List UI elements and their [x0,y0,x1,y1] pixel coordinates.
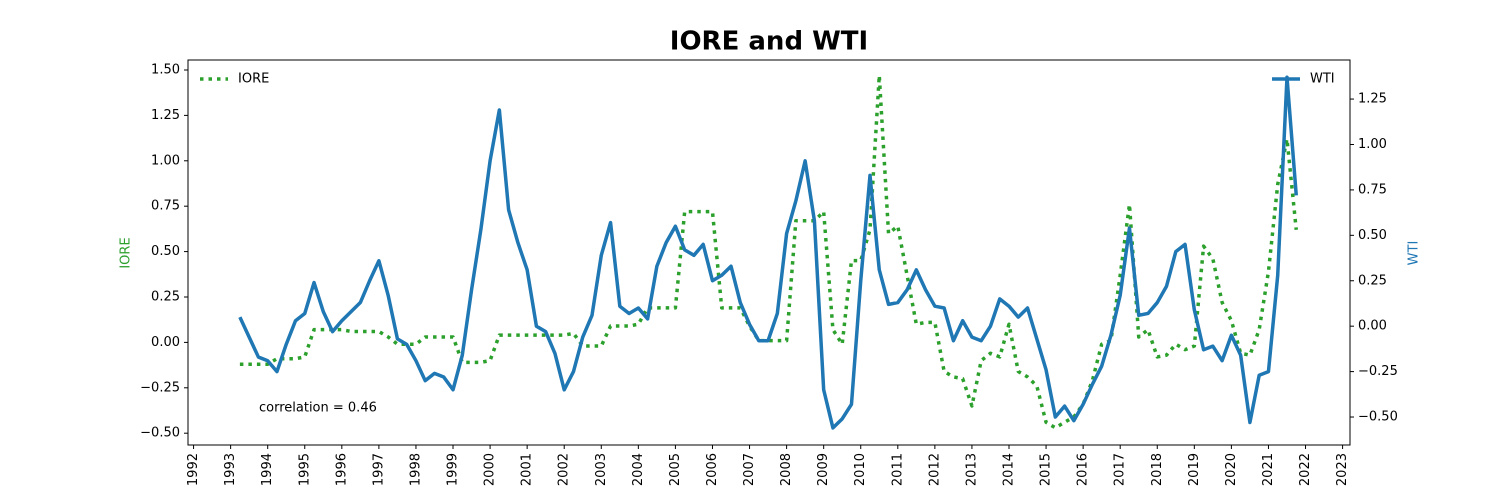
y-tick-label: 0.75 [151,199,180,214]
annotation: correlation = 0.46 [259,401,377,416]
y2-tick-label: 0.75 [1358,182,1387,197]
x-tick-label: 2020 [1224,453,1239,486]
x-tick-label: 1994 [260,453,275,486]
x-tick-label: 2010 [853,453,868,486]
x-tick-label: 2013 [964,453,979,486]
x-tick-label: 2017 [1113,453,1128,486]
y-tick-label: 0.50 [151,244,180,259]
x-tick-label: 1998 [408,453,423,486]
x-tick-label: 2021 [1261,453,1276,486]
x-tick-label: 1999 [446,453,461,486]
x-tick-label: 1997 [371,453,386,486]
y-tick-label: 1.50 [151,62,180,77]
x-tick-label: 1993 [223,453,238,486]
x-tick-label: 2015 [1039,453,1054,486]
y2-tick-label: 0.25 [1358,273,1387,288]
legend-label: WTI [1310,72,1335,87]
x-tick-label: 2018 [1150,453,1165,486]
x-tick-label: 2022 [1298,453,1313,486]
series-line [238,75,1299,430]
x-tick-label: 2002 [557,453,572,486]
x-tick-label: 2011 [890,453,905,486]
x-tick-label: 2004 [631,453,646,486]
x-tick-label: 2019 [1187,453,1202,486]
x-tick-label: 1992 [186,453,201,486]
y-tick-label: 0.25 [151,289,180,304]
series-line [239,73,1299,430]
y2-tick-label: 0.00 [1358,319,1387,334]
x-tick-label: 2007 [742,453,757,486]
legend-label: IORE [238,72,269,87]
x-tick-label: 2008 [779,453,794,486]
x-tick-label: 2023 [1335,453,1350,486]
x-tick-label: 2012 [927,453,942,486]
y2-tick-label: 0.50 [1358,228,1387,243]
plot-frame [187,59,1351,446]
x-tick-label: 1995 [297,453,312,486]
x-tick-label: 1996 [334,453,349,486]
y2-tick-label: −0.25 [1358,364,1398,379]
y-tick-label: −0.25 [140,380,180,395]
x-tick-label: 2003 [594,453,609,486]
y2-tick-label: 1.00 [1358,137,1387,152]
y-tick-label: −0.50 [140,426,180,441]
y-tick-label: 1.25 [151,108,180,123]
x-tick-label: 2016 [1076,453,1091,486]
x-tick-label: 2009 [816,453,831,486]
y-tick-label: 1.00 [151,153,180,168]
x-tick-label: 2000 [483,453,498,486]
x-tick-label: 2014 [1001,453,1016,486]
x-tick-label: 2005 [668,453,683,486]
x-tick-label: 2006 [705,453,720,486]
x-tick-label: 2001 [520,453,535,486]
y-tick-label: 0.00 [151,335,180,350]
y-axis-label: IORE [119,237,134,268]
chart-title: IORE and WTI [670,27,868,57]
y2-tick-label: −0.50 [1358,410,1398,425]
y2-axis-label: WTI [1407,241,1422,266]
y2-tick-label: 1.25 [1358,92,1387,107]
